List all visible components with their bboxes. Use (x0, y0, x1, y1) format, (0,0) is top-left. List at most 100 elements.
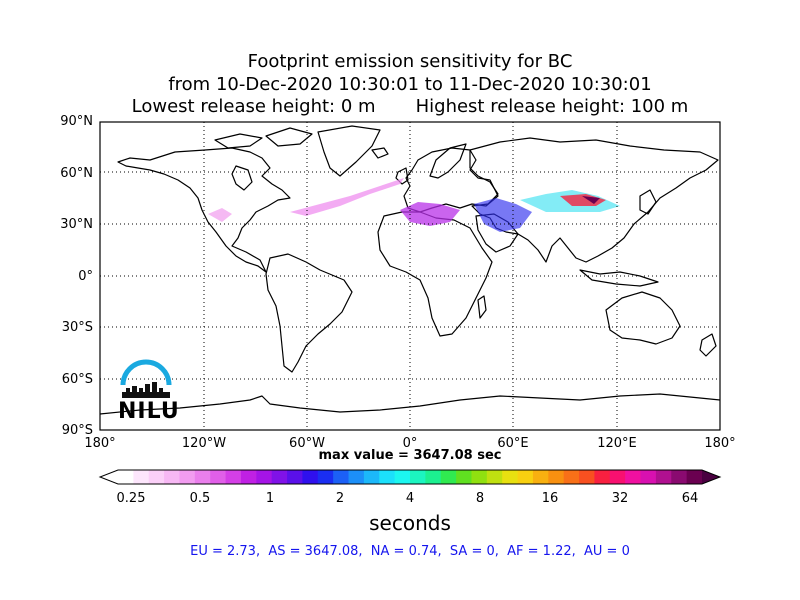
colorbar-swatch (440, 470, 457, 484)
colorbar-swatch (686, 470, 703, 484)
highest-release-height: Highest release height: 100 m (415, 96, 689, 117)
iceland-coastline (371, 147, 389, 159)
scandinavia-coastline (429, 143, 467, 179)
colorbar-tick-label: 32 (611, 491, 629, 506)
colorbar-tick-label: 8 (475, 491, 485, 506)
colorbar-swatch (410, 470, 426, 484)
lat-tick-label: 90°N (60, 114, 93, 129)
colorbar-swatch (379, 470, 396, 484)
colorbar-swatch (317, 470, 334, 484)
madagascar-coastline (477, 295, 487, 319)
antarctica-coastline (99, 393, 721, 415)
colorbar-tick-label: 0.25 (116, 491, 146, 506)
lon-tick-label: 180° (704, 436, 736, 451)
colorbar-swatch (532, 470, 549, 484)
nilu-logo (120, 359, 172, 398)
hudson-bay (231, 165, 253, 191)
colorbar-swatch (471, 470, 488, 484)
colorbar-swatch (240, 470, 257, 484)
lat-tick-label: 30°N (60, 217, 93, 232)
title-line-3: Lowest release height: 0 m Highest relea… (0, 96, 800, 117)
lat-tick-label: 0° (78, 269, 93, 284)
colorbar-swatch (563, 470, 580, 484)
colorbar-swatch (271, 470, 288, 484)
arctic-islands (214, 127, 313, 149)
title-line-1: Footprint emission sensitivity for BC (247, 51, 573, 72)
plume-peak (582, 196, 600, 204)
colorbar-swatch (502, 470, 519, 484)
colorbar-swatch (210, 470, 227, 484)
lowest-release-height: Lowest release height: 0 m (131, 96, 376, 117)
lat-tick-label: 30°S (61, 320, 93, 335)
colorbar-unit-label: seconds (369, 511, 451, 535)
colorbar-tick-label: 64 (681, 491, 699, 506)
colorbar-swatch (640, 470, 657, 484)
lat-tick-label: 60°N (60, 166, 93, 181)
colorbar-swatch (363, 470, 380, 484)
colorbar-swatch (333, 470, 350, 484)
colorbar-max-arrow (702, 470, 720, 484)
lon-tick-label: 0° (402, 436, 418, 451)
lat-tick-label: 60°S (61, 372, 93, 387)
colorbar-swatch (118, 470, 134, 484)
colorbar-swatch (594, 470, 611, 484)
colorbar (98, 469, 722, 485)
colorbar-swatch (348, 470, 365, 484)
australia-coastline (605, 291, 681, 345)
lon-tick-label: 120°E (597, 436, 637, 451)
colorbar-swatch (486, 470, 503, 484)
uk-coastline (395, 167, 409, 185)
colorbar-tick-label: 4 (405, 491, 415, 506)
colorbar-swatch (256, 470, 273, 484)
colorbar-tick-label: 16 (541, 491, 559, 506)
colorbar-swatch (133, 470, 150, 484)
colorbar-swatch (287, 470, 304, 484)
colorbar-swatch (609, 470, 626, 484)
title-line-2: from 10-Dec-2020 10:30:01 to 11-Dec-2020… (168, 74, 652, 95)
colorbar-tick-label: 0.5 (189, 491, 211, 506)
colorbar-swatch (625, 470, 642, 484)
max-value-label: max value = 3647.08 sec (318, 448, 502, 463)
region-summary: EU = 2.73, AS = 3647.08, NA = 0.74, SA =… (190, 544, 630, 559)
nilu-logo-text: NILU (118, 399, 180, 424)
colorbar-swatch (194, 470, 211, 484)
colorbar-swatch (579, 470, 596, 484)
new-zealand-coastline (699, 333, 717, 357)
colorbar-swatch (225, 470, 242, 484)
plume-middle-east (474, 198, 532, 232)
colorbar-min-arrow (100, 470, 118, 484)
lon-tick-label: 60°E (497, 436, 529, 451)
colorbar-swatch (456, 470, 473, 484)
asia-coastline (469, 137, 719, 263)
north-america-coastline (117, 147, 291, 273)
colorbar-outline (98, 469, 722, 485)
plume-north-atlantic (290, 178, 404, 216)
indonesia-islands (579, 269, 659, 287)
lon-tick-label: 120°W (181, 436, 227, 451)
colorbar-swatch (517, 470, 534, 484)
south-america-coastline (265, 253, 353, 373)
africa-coastline (377, 211, 493, 337)
logo-skyline (122, 382, 170, 398)
colorbar-swatch (164, 470, 181, 484)
colorbar-swatch (302, 470, 319, 484)
colorbar-swatch (425, 470, 442, 484)
map-frame (99, 121, 721, 431)
plume-europe (400, 202, 460, 226)
colorbar-swatch (148, 470, 165, 484)
lon-tick-label: 60°W (289, 436, 325, 451)
colorbar-swatch (671, 470, 688, 484)
colorbar-tick-label: 1 (265, 491, 275, 506)
greenland-coastline (317, 125, 381, 177)
plume-north-america (208, 208, 232, 222)
lon-tick-label: 180° (84, 436, 116, 451)
lat-tick-label: 90°S (61, 423, 93, 438)
graticule (100, 122, 720, 430)
colorbar-tick-label: 2 (335, 491, 345, 506)
logo-arc (120, 359, 172, 386)
colorbar-swatch (655, 470, 672, 484)
colorbar-swatch (394, 470, 411, 484)
colorbar-swatch (548, 470, 565, 484)
colorbar-swatch (179, 470, 196, 484)
